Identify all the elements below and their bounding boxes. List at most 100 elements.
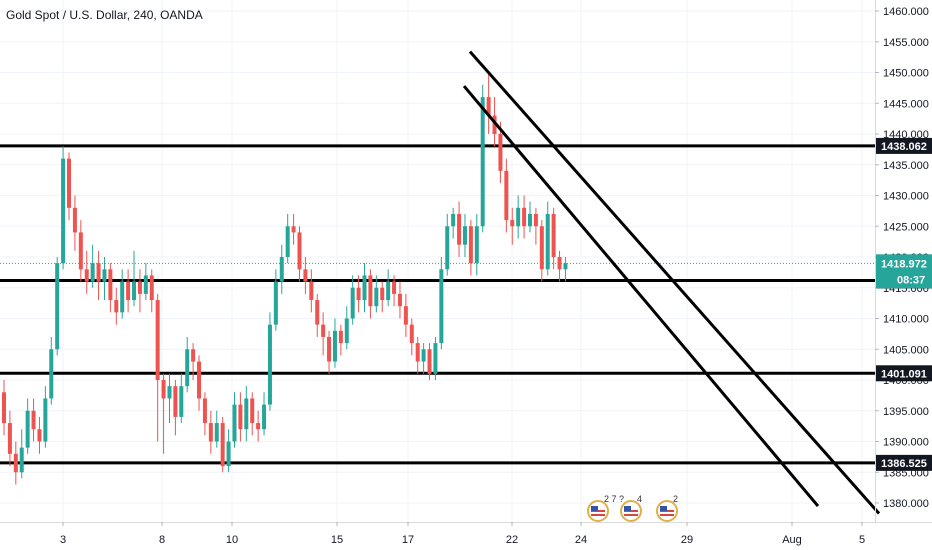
candle — [191, 343, 196, 380]
us-flag-event-icon[interactable]: 4 — [620, 494, 642, 522]
event-count-label: 2 7 ? — [604, 494, 624, 504]
level-price-badge: 1438.062 — [876, 137, 932, 154]
badge-label: 1386.525 — [881, 458, 927, 470]
candle-body — [327, 336, 332, 362]
candle-body — [137, 281, 142, 294]
candle-body — [291, 226, 296, 233]
candle-body — [279, 257, 284, 282]
candle — [49, 336, 54, 405]
candle-body — [397, 293, 402, 307]
candle-body — [539, 226, 544, 270]
candle-body — [173, 386, 178, 417]
candle — [386, 269, 391, 307]
candle-body — [368, 275, 373, 307]
candle-body — [149, 275, 154, 301]
time-tick-label: 10 — [226, 534, 238, 546]
candle — [31, 398, 36, 442]
candle — [350, 275, 355, 325]
candle — [84, 250, 89, 294]
candle — [392, 275, 397, 307]
time-tick-label: 22 — [506, 534, 518, 546]
level-price-badge: 1401.091 — [876, 365, 932, 382]
candle — [273, 269, 278, 331]
trendline-upper[interactable] — [468, 50, 881, 515]
price-tick-label: 1430.000 — [883, 191, 929, 203]
candle — [451, 207, 456, 239]
candle-body — [332, 330, 337, 362]
candle-body — [551, 213, 556, 257]
badge-label: 1438.062 — [881, 141, 927, 153]
candle-body — [350, 287, 355, 319]
trendline-lower[interactable] — [462, 85, 820, 508]
us-flag-event-icon[interactable]: 2 7 ? — [587, 494, 624, 522]
candle-body — [84, 269, 89, 282]
price-tick-label: 1455.000 — [883, 37, 929, 49]
candle-body — [403, 306, 408, 325]
candle-body — [516, 207, 521, 227]
candle — [486, 72, 491, 134]
candle-body — [374, 287, 379, 307]
candle — [539, 220, 544, 282]
candle-body — [132, 281, 137, 301]
candle — [108, 263, 113, 313]
candle-body — [356, 287, 361, 301]
candle — [78, 220, 83, 282]
candle-body — [498, 134, 503, 171]
price-tick-label: 1380.000 — [883, 498, 929, 510]
candle-body — [522, 207, 527, 227]
badge-bg — [876, 254, 932, 289]
candle — [19, 429, 24, 479]
price-axis: 1460.0001455.0001450.0001445.0001440.000… — [875, 6, 929, 510]
candle — [67, 152, 72, 221]
candle — [149, 269, 154, 313]
candle — [37, 416, 42, 454]
candle — [126, 269, 131, 313]
candle — [468, 220, 473, 276]
candle-body — [2, 392, 6, 424]
candle-body — [214, 423, 219, 442]
time-tick-label: 17 — [402, 534, 414, 546]
candle-body — [504, 170, 509, 221]
candle — [55, 257, 60, 356]
candle — [137, 269, 142, 313]
candle-body — [386, 281, 391, 301]
candle-body — [433, 343, 438, 374]
time-tick-label: 15 — [331, 534, 343, 546]
candle-body — [202, 398, 207, 424]
candle-body — [114, 300, 119, 313]
current-price-badge: 1418.972 08:37 — [876, 254, 932, 289]
price-tick-label: 1410.000 — [883, 314, 929, 326]
candle — [61, 146, 66, 270]
candle — [533, 207, 538, 245]
candle-body — [267, 324, 272, 405]
countdown-label: 08:37 — [897, 274, 925, 286]
candle-body — [256, 423, 261, 430]
candle-body — [61, 158, 66, 264]
chart-title: Gold Spot / U.S. Dollar, 240, OANDA — [6, 8, 203, 22]
candle — [43, 386, 48, 448]
candle-body — [49, 349, 54, 399]
candle — [321, 312, 326, 356]
candle — [409, 318, 414, 356]
candle-body — [161, 380, 166, 399]
candle-body — [273, 281, 278, 325]
candle — [238, 392, 243, 442]
candle — [262, 392, 267, 436]
candle-body — [421, 349, 426, 362]
candle — [356, 275, 361, 313]
candle — [7, 410, 12, 467]
candle-body — [315, 300, 320, 325]
us-flag-event-icon[interactable]: 2 — [656, 494, 678, 522]
candle — [563, 257, 568, 282]
badge-bg — [876, 454, 932, 471]
candle-body — [427, 349, 432, 374]
candle-body — [439, 269, 444, 344]
candle — [522, 195, 527, 239]
level-price-badge: 1386.525 — [876, 454, 932, 471]
candle-body — [415, 343, 420, 362]
candle-body — [126, 281, 131, 301]
candle-body — [563, 263, 568, 270]
price-tick-label: 1460.000 — [883, 6, 929, 18]
candle-body — [380, 287, 385, 301]
